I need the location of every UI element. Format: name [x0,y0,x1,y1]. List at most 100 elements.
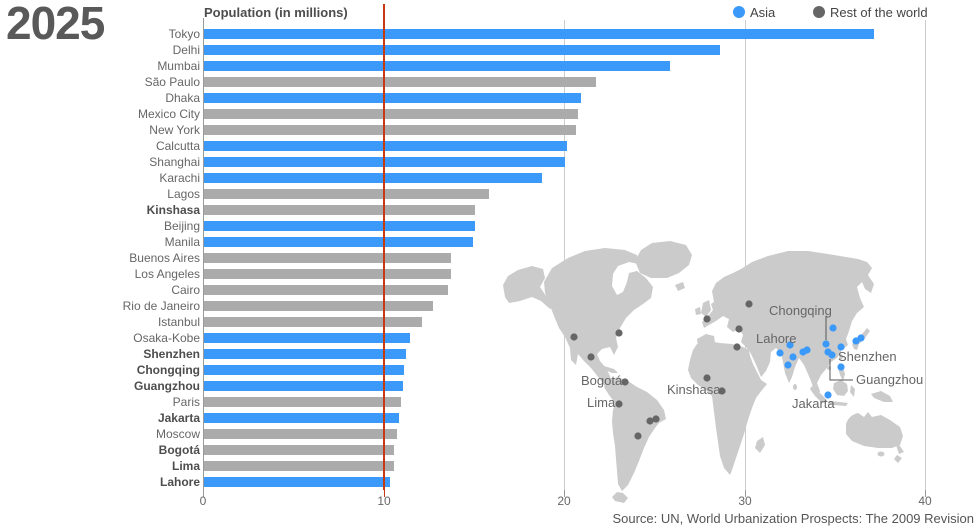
map-dot-beijing [829,324,837,332]
bar-karachi [204,173,542,183]
bar-lahore [204,477,390,487]
bar-cairo [204,285,448,295]
bar-los-angeles [204,269,451,279]
bar-manila [204,237,473,247]
map-label-bogot: Bogotá [581,373,623,388]
bar-new-york [204,125,576,135]
map-dots-overlay [570,300,865,440]
city-label-lima: Lima [171,459,200,473]
bar-bogot [204,445,394,455]
bar-beijing [204,221,475,231]
map-label-lahore: Lahore [756,331,797,346]
map-dot-los-angeles [570,333,578,341]
x-tick-label-30: 30 [738,494,752,508]
bar-guangzhou [204,381,403,391]
map-dot-cairo [733,343,741,351]
grid-line-0 [203,18,204,490]
legend-label-rest: Rest of the world [830,5,928,20]
map-dot-lagos [703,374,711,382]
map-dot-kinshasa [718,387,726,395]
bar-moscow [204,429,397,439]
bar-chongqing [204,365,404,375]
grid-line-40 [925,20,926,490]
city-label-delhi: Delhi [172,43,200,57]
city-label-manila: Manila [164,235,200,249]
map-dot-jakarta [824,391,832,399]
map-dot-mumbai [784,361,792,369]
map-dot-lima [615,400,623,408]
map-dot-dhaka [803,346,811,354]
map-dot-s-o-paulo [646,417,654,425]
city-label-mexico-city: Mexico City [137,107,200,121]
bar-paris [204,397,401,407]
grid-line-20 [564,20,565,490]
grid-line-30 [745,20,746,490]
megacity-threshold-line [383,4,385,490]
bar-calcutta [204,141,567,151]
city-label-shanghai: Shanghai [149,155,200,169]
x-tick-30 [745,490,746,497]
bar-dhaka [204,93,581,103]
bar-shenzhen [204,349,406,359]
map-dot-new-york [615,329,623,337]
bar-lima [204,461,394,471]
map-dot-paris [703,315,711,323]
map-label-guangzhou: Guangzhou [856,372,924,387]
city-label-bogot: Bogotá [158,443,200,457]
x-tick-0 [203,490,204,497]
bar-lagos [204,189,489,199]
city-label-paris: Paris [172,395,200,409]
bar-delhi [204,45,720,55]
map-label-lima: Lima [587,395,616,410]
city-label-los-angeles: Los Angeles [134,267,200,281]
city-label-osaka-kobe: Osaka-Kobe [133,331,200,345]
city-label-lahore: Lahore [159,475,200,489]
city-label-cairo: Cairo [171,283,200,297]
map-dot-buenos-aires [634,432,642,440]
legend-label-asia: Asia [750,5,776,20]
bar-rio-de-janeiro [204,301,433,311]
city-label-dhaka: Dhaka [165,91,200,105]
city-label-moscow: Moscow [155,427,200,441]
city-label-calcutta: Calcutta [155,139,200,153]
city-label-buenos-aires: Buenos Aires [129,251,200,265]
rest-legend-dot-icon [813,6,825,18]
map-dot-manila [837,363,845,371]
map-dot-rio-de-janeiro [652,415,660,423]
x-tick-10 [384,490,385,497]
x-tick-20 [564,490,565,497]
map-dot-karachi [776,349,784,357]
axis-title: Population (in millions) [204,5,348,20]
map-dot-shanghai [837,343,845,351]
x-tick-label-40: 40 [918,494,932,508]
map-dot-mexico-city [587,353,595,361]
city-label-tokyo: Tokyo [168,27,200,41]
city-label-beijing: Beijing [163,219,200,233]
bar-mumbai [204,61,670,71]
city-label-mumbai: Mumbai [157,59,200,73]
map-dot-moscow [745,300,753,308]
map-dot-lahore [786,341,794,349]
map-dot-shenzhen [828,351,836,359]
guangzhou-leader [829,359,853,381]
x-tick-label-0: 0 [199,494,207,508]
city-label-lagos: Lagos [167,187,200,201]
source-note: Source: UN, World Urbanization Prospects… [612,511,974,526]
legend: Asia Rest of the world [0,0,976,24]
bar-s-o-paulo [204,77,596,87]
map-dot-istanbul [735,325,743,333]
city-label-karachi: Karachi [159,171,200,185]
city-label-kinshasa: Kinshasa [146,203,200,217]
city-label-jakarta: Jakarta [157,411,200,425]
city-label-shenzhen: Shenzhen [143,347,200,361]
city-label-guangzhou: Guangzhou [134,379,200,393]
bar-jakarta [204,413,399,423]
bar-buenos-aires [204,253,451,263]
x-tick-label-10: 10 [377,494,391,508]
map-label-kinshasa: Kinshasa [667,382,721,397]
city-label-rio-de-janeiro: Rio de Janeiro [122,299,200,313]
bar-osaka-kobe [204,333,410,343]
map-label-chongqing: Chongqing [769,303,832,318]
map-dot-osaka-kobe [852,337,860,345]
